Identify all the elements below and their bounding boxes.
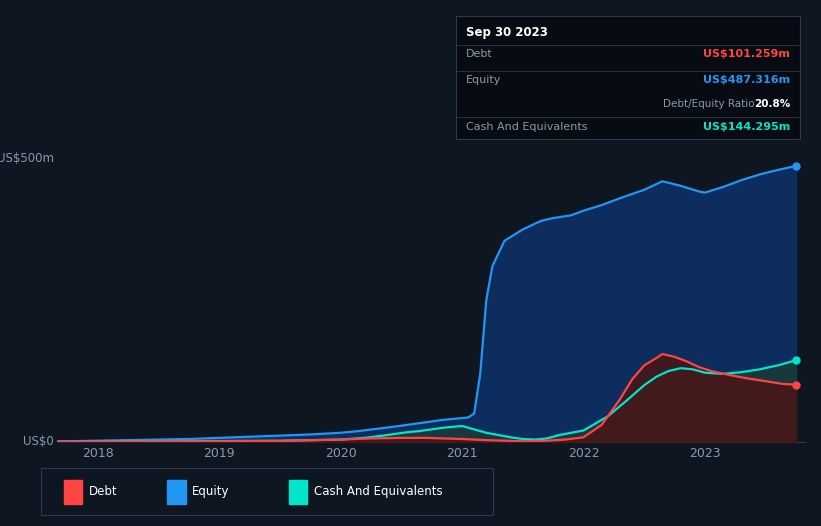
Bar	[167, 480, 186, 504]
Text: Cash And Equivalents: Cash And Equivalents	[314, 485, 443, 498]
Bar	[290, 480, 308, 504]
Text: Debt: Debt	[466, 49, 493, 59]
Text: US$101.259m: US$101.259m	[704, 49, 790, 59]
Text: US$144.295m: US$144.295m	[703, 122, 790, 132]
Bar	[64, 480, 82, 504]
Text: US$487.316m: US$487.316m	[703, 75, 790, 85]
Text: 20.8%: 20.8%	[754, 98, 790, 108]
Text: Cash And Equivalents: Cash And Equivalents	[466, 122, 588, 132]
Text: Debt: Debt	[89, 485, 117, 498]
Text: US$0: US$0	[23, 436, 53, 448]
Text: Sep 30 2023: Sep 30 2023	[466, 26, 548, 39]
Text: Debt/Equity Ratio: Debt/Equity Ratio	[663, 98, 754, 108]
Text: US$500m: US$500m	[0, 152, 53, 165]
Text: Equity: Equity	[192, 485, 230, 498]
Text: Equity: Equity	[466, 75, 502, 85]
